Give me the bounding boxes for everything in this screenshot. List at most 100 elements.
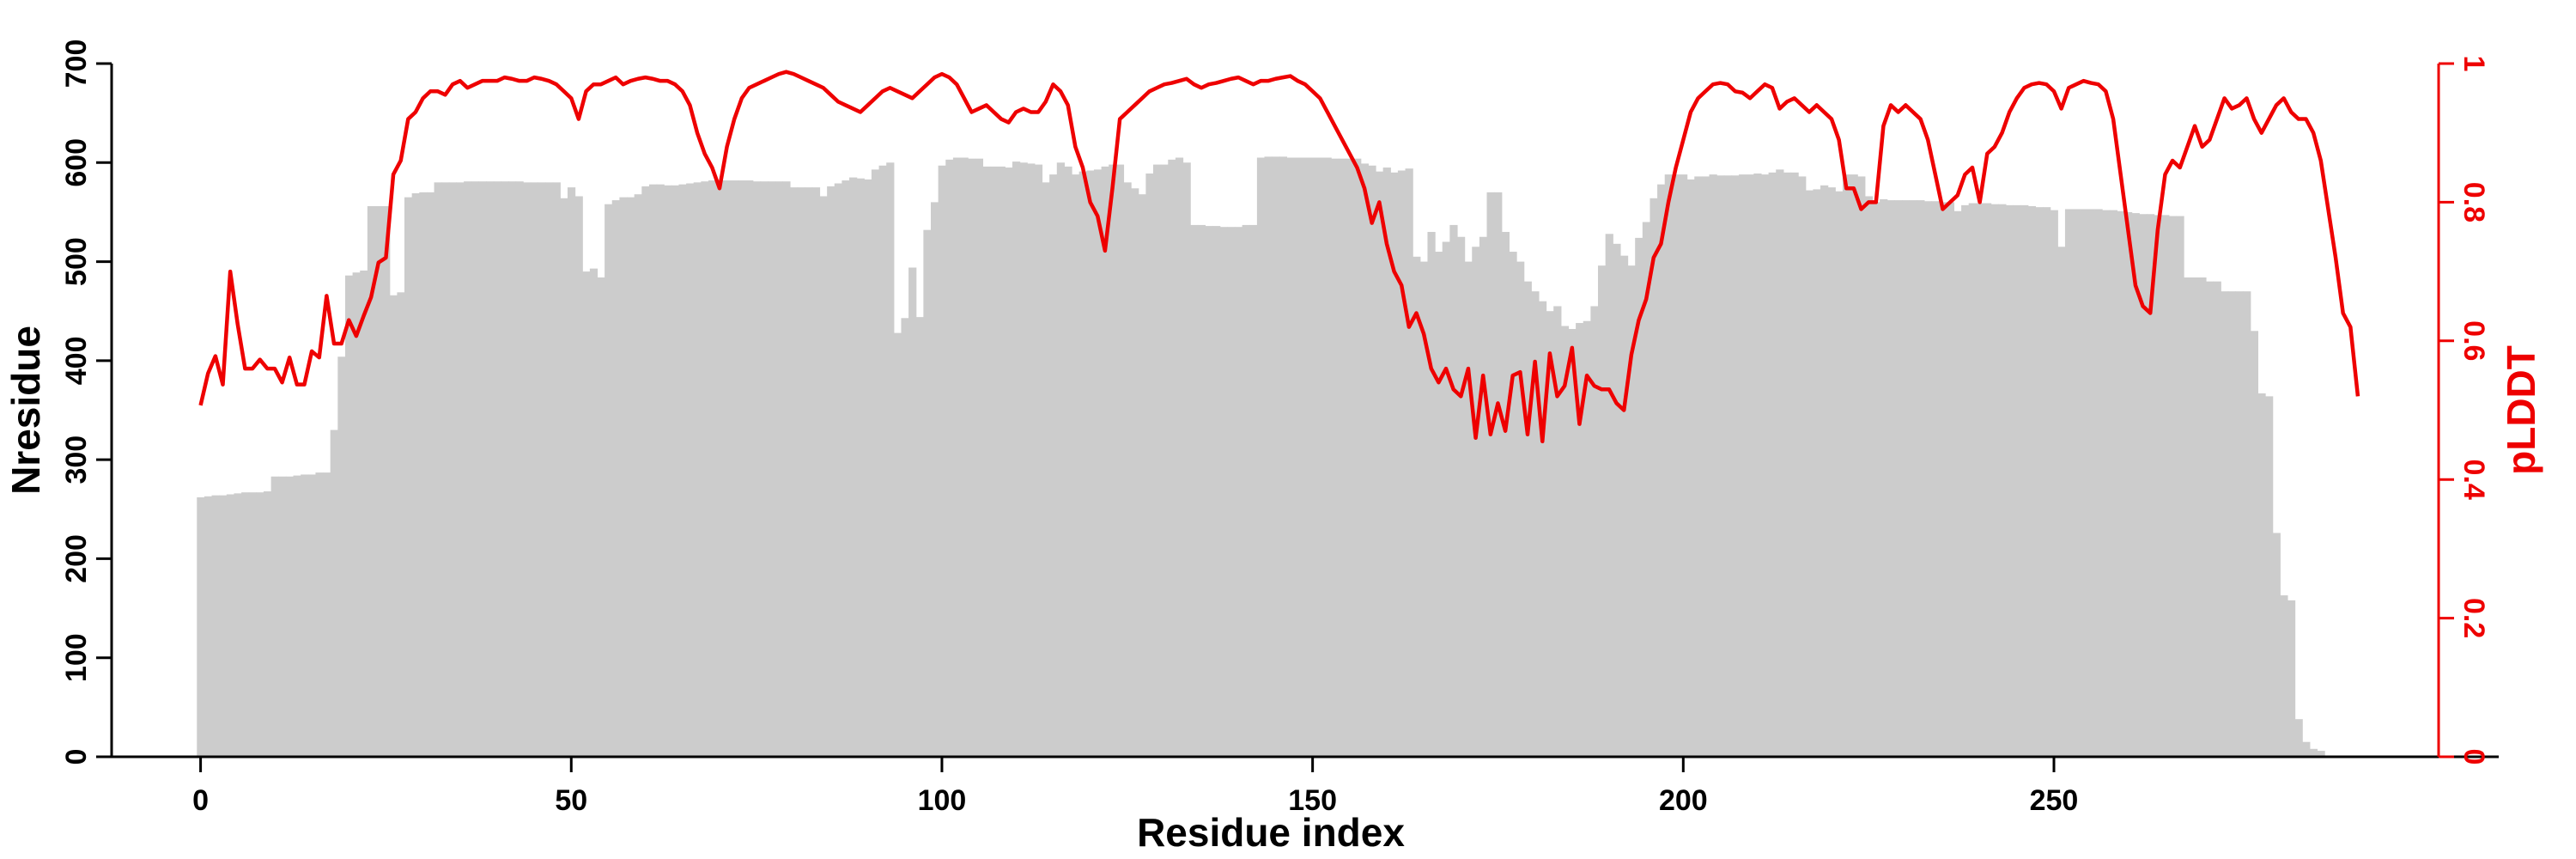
bar bbox=[1827, 187, 1836, 758]
bar bbox=[671, 185, 680, 758]
bar bbox=[360, 270, 368, 757]
bar bbox=[938, 165, 946, 758]
x-tick-label: 100 bbox=[918, 784, 967, 817]
bar bbox=[367, 206, 376, 757]
bar bbox=[2109, 210, 2117, 757]
bar bbox=[1917, 200, 1925, 758]
bar bbox=[738, 180, 746, 758]
bar bbox=[330, 430, 338, 757]
bar bbox=[1598, 265, 1607, 757]
bar bbox=[715, 180, 724, 758]
bar bbox=[1227, 227, 1236, 758]
bar bbox=[1286, 157, 1295, 757]
bar bbox=[2057, 247, 2066, 757]
bar bbox=[1405, 168, 1413, 757]
bar bbox=[1234, 227, 1243, 758]
bar bbox=[2280, 595, 2288, 757]
bar bbox=[990, 166, 999, 757]
bar bbox=[797, 187, 805, 758]
bar bbox=[270, 476, 279, 757]
bar bbox=[760, 181, 769, 757]
bar bbox=[1138, 194, 1146, 757]
y-tick-label: 500 bbox=[60, 237, 93, 286]
bar bbox=[1864, 196, 1874, 758]
bar bbox=[1115, 164, 1125, 758]
bar bbox=[768, 181, 776, 757]
bar bbox=[1494, 192, 1503, 757]
bar bbox=[471, 181, 479, 757]
bar bbox=[1613, 243, 1621, 757]
y2-tick-label: 0.8 bbox=[2458, 182, 2490, 222]
bar bbox=[1768, 172, 1777, 757]
bar bbox=[819, 196, 828, 758]
bar bbox=[1145, 173, 1154, 758]
bar bbox=[1627, 265, 1636, 757]
bar bbox=[197, 497, 205, 757]
bar bbox=[1472, 247, 1480, 757]
y-tick-label: 0 bbox=[60, 749, 93, 765]
bar bbox=[485, 181, 495, 757]
bar bbox=[256, 492, 264, 757]
bar bbox=[1939, 202, 1947, 757]
bar bbox=[752, 181, 762, 757]
bar bbox=[397, 292, 405, 757]
bar bbox=[1516, 261, 1525, 757]
bar bbox=[1783, 172, 1792, 757]
bar bbox=[1664, 174, 1673, 757]
y-axis-title: Nresidue bbox=[3, 326, 48, 495]
bar bbox=[1953, 210, 1962, 757]
bar bbox=[2190, 277, 2199, 757]
bar bbox=[2205, 281, 2215, 757]
y-tick-label: 100 bbox=[60, 633, 93, 682]
bar bbox=[1531, 291, 1540, 757]
bar bbox=[337, 356, 346, 757]
bar bbox=[745, 180, 754, 758]
bars-layer bbox=[197, 156, 2325, 758]
bar bbox=[1019, 162, 1028, 758]
bar bbox=[389, 295, 398, 757]
bar bbox=[1256, 157, 1266, 757]
bar bbox=[1672, 174, 1680, 757]
bar bbox=[344, 275, 354, 758]
bar bbox=[382, 206, 391, 757]
bar bbox=[1168, 159, 1176, 757]
bar bbox=[782, 181, 791, 757]
bar bbox=[775, 181, 783, 757]
bar bbox=[1679, 174, 1688, 757]
bar bbox=[611, 200, 620, 758]
bar bbox=[1872, 202, 1880, 757]
bar bbox=[374, 206, 383, 757]
bar bbox=[960, 157, 969, 757]
bar bbox=[2287, 600, 2296, 757]
y2-tick-label: 0.2 bbox=[2458, 598, 2490, 638]
y-tick-label: 200 bbox=[60, 534, 93, 583]
bar bbox=[811, 187, 821, 758]
bar bbox=[1315, 157, 1325, 757]
bar bbox=[2050, 210, 2058, 757]
bar bbox=[1553, 306, 1562, 757]
bar bbox=[1820, 185, 1829, 758]
bar bbox=[2176, 216, 2184, 758]
bar bbox=[1131, 188, 1139, 757]
bar bbox=[1078, 171, 1087, 757]
bar bbox=[2117, 210, 2125, 757]
bar bbox=[1753, 173, 1762, 758]
bar bbox=[2020, 204, 2029, 758]
bar bbox=[523, 182, 532, 758]
bar bbox=[1509, 252, 1517, 757]
bar bbox=[1442, 241, 1450, 757]
bar bbox=[952, 157, 962, 757]
bar bbox=[411, 193, 420, 757]
bar bbox=[1360, 163, 1369, 757]
bar bbox=[1294, 157, 1303, 757]
bar bbox=[1886, 200, 1895, 758]
y2-tick-label: 1 bbox=[2458, 56, 2490, 72]
bar bbox=[448, 182, 458, 758]
bar bbox=[352, 272, 361, 757]
bar bbox=[293, 475, 301, 757]
bar bbox=[1776, 169, 1784, 758]
bar bbox=[1338, 158, 1347, 758]
bar bbox=[1642, 222, 1651, 758]
bar bbox=[1635, 237, 1643, 757]
